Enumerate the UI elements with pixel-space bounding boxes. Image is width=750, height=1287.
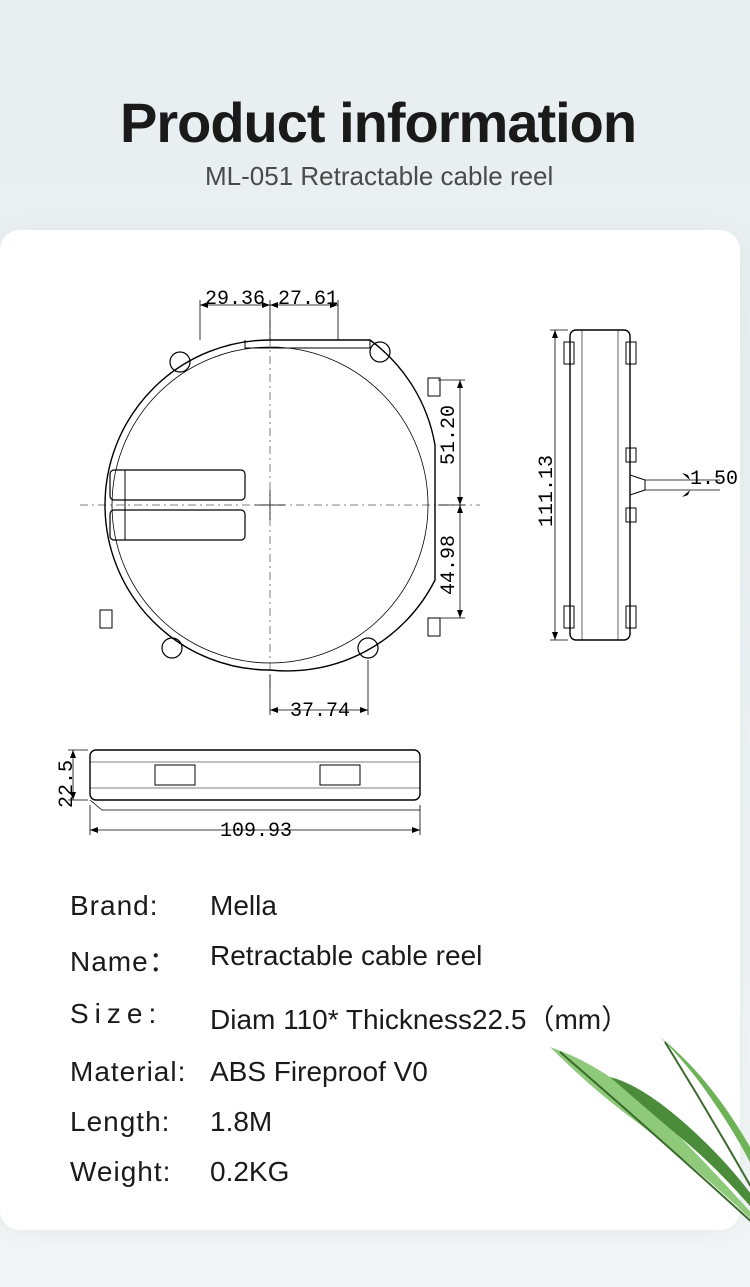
spec-list: Brand: Mella Name： Retractable cable ree… [0, 870, 740, 1188]
spec-label: Weight: [70, 1156, 210, 1188]
page-title: Product information [120, 90, 750, 155]
dim-bottom-w: 109.93 [220, 820, 292, 843]
spec-label: Size: [70, 998, 210, 1038]
spec-value: 0.2KG [210, 1156, 670, 1188]
dim-side-h: 111.13 [536, 455, 559, 527]
product-card: 29.36 27.61 51.20 44.98 37.74 [0, 230, 740, 1230]
dim-top-2: 27.61 [278, 288, 338, 311]
spec-row: Name： Retractable cable reel [70, 940, 670, 980]
dim-top-1: 29.36 [205, 288, 265, 311]
spec-row: Size: Diam 110* Thickness22.5（mm） [70, 998, 670, 1038]
dim-bottom-1: 37.74 [290, 700, 350, 723]
spec-row: Brand: Mella [70, 890, 670, 922]
dim-right-1: 51.20 [438, 405, 461, 465]
spec-row: Material: ABS Fireproof V0 [70, 1056, 670, 1088]
spec-value: Mella [210, 890, 670, 922]
page-subtitle: ML-051 Retractable cable reel [205, 161, 750, 192]
spec-value: ABS Fireproof V0 [210, 1056, 670, 1088]
spec-label: Length: [70, 1106, 210, 1138]
spec-value: Retractable cable reel [210, 940, 670, 980]
spec-label: Material: [70, 1056, 210, 1088]
dim-right-2: 44.98 [438, 535, 461, 595]
spec-label: Name： [70, 940, 210, 980]
spec-row: Length: 1.8M [70, 1106, 670, 1138]
front-view-svg [70, 270, 490, 730]
spec-label: Brand: [70, 890, 210, 922]
dim-side-thin: 1.50 [690, 468, 738, 491]
spec-value: Diam 110* Thickness22.5（mm） [210, 998, 670, 1038]
header: Product information ML-051 Retractable c… [0, 0, 750, 192]
spec-value: 1.8M [210, 1106, 670, 1138]
dim-bottom-h: 22.5 [56, 760, 79, 808]
spec-row: Weight: 0.2KG [70, 1156, 670, 1188]
technical-diagram: 29.36 27.61 51.20 44.98 37.74 [0, 230, 740, 870]
